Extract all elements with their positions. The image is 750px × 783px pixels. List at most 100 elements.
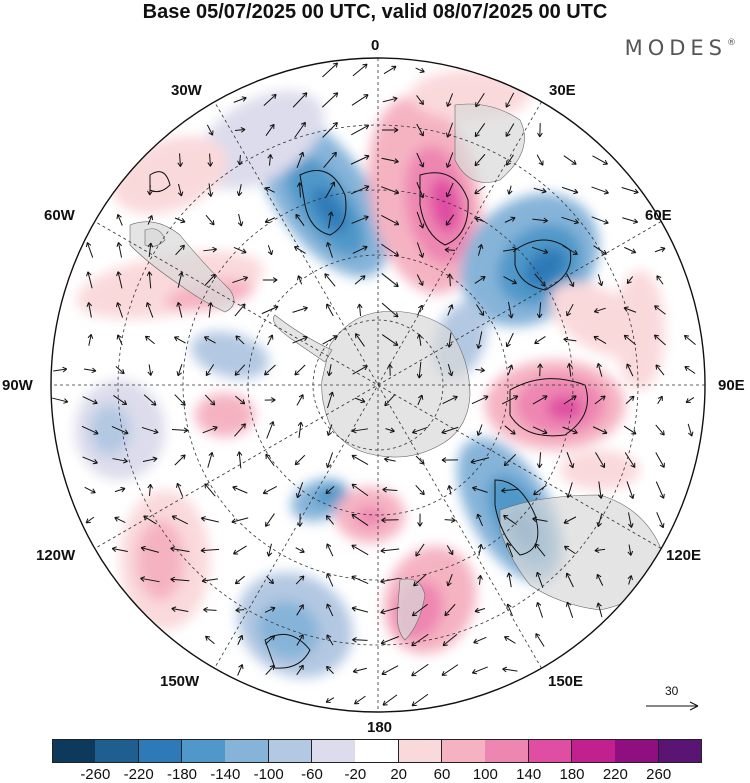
vector-shaft xyxy=(627,512,633,528)
vector-shaft xyxy=(503,453,517,467)
vector-head xyxy=(176,301,182,307)
vector-shaft xyxy=(383,65,397,75)
vector-shaft xyxy=(231,517,249,523)
vector-shaft xyxy=(474,185,486,195)
vector-head xyxy=(302,306,308,312)
wind-vector xyxy=(325,665,334,674)
wind-vector xyxy=(411,693,429,707)
wind-vector xyxy=(201,577,218,584)
wind-vector xyxy=(416,274,424,286)
wind-vector xyxy=(237,155,243,166)
vector-head xyxy=(393,158,399,164)
vector-shaft xyxy=(562,426,578,434)
vector-head xyxy=(363,94,369,100)
vector-head xyxy=(445,220,451,226)
vector-shaft xyxy=(505,123,515,137)
vector-head xyxy=(393,251,400,257)
wind-vector xyxy=(114,486,126,493)
vector-shaft xyxy=(418,334,422,346)
vector-head xyxy=(659,430,665,436)
vector-head xyxy=(684,366,690,371)
vector-shaft xyxy=(147,215,153,225)
wind-vector xyxy=(203,246,217,253)
wind-vector xyxy=(174,394,186,406)
colorbar-frame xyxy=(52,739,702,763)
vector-head xyxy=(389,427,395,433)
colorbar-swatch xyxy=(138,739,183,763)
vector-head xyxy=(505,342,511,348)
wind-vector xyxy=(383,65,397,75)
vector-shaft xyxy=(117,214,123,226)
vector-shaft xyxy=(503,248,517,252)
wind-vector xyxy=(382,694,398,706)
vector-shaft xyxy=(265,453,275,467)
wind-vector xyxy=(111,426,129,435)
wind-vector xyxy=(381,665,399,676)
wind-vector xyxy=(235,607,245,613)
wind-vector xyxy=(476,424,483,436)
wind-vector xyxy=(477,244,484,256)
vector-shaft xyxy=(351,544,369,556)
vector-shaft xyxy=(506,542,514,558)
vector-head xyxy=(572,250,578,255)
vector-head xyxy=(145,302,152,308)
vector-shaft xyxy=(475,217,485,223)
vector-shaft xyxy=(84,486,96,494)
vector-head xyxy=(445,192,451,198)
vector-shaft xyxy=(477,424,483,436)
wind-vector xyxy=(266,421,275,439)
vector-head xyxy=(122,457,128,464)
vector-head xyxy=(271,93,277,100)
wind-vector xyxy=(474,607,486,614)
wind-vector xyxy=(177,153,184,167)
wind-vector xyxy=(411,663,429,677)
vector-head xyxy=(571,159,577,165)
vector-head xyxy=(233,549,239,555)
vector-head xyxy=(241,248,247,254)
vector-shaft xyxy=(298,421,302,439)
vector-head xyxy=(505,131,511,137)
vector-shaft xyxy=(261,305,279,315)
wind-vector xyxy=(174,454,186,466)
wind-vector xyxy=(380,547,400,554)
vector-shaft xyxy=(532,426,548,434)
wind-vector xyxy=(235,335,245,345)
wind-vector xyxy=(233,246,247,254)
wind-vector xyxy=(474,123,486,138)
vector-shaft xyxy=(538,302,542,318)
vector-head xyxy=(473,638,479,644)
wind-vector xyxy=(507,301,514,319)
wind-vector xyxy=(381,157,399,164)
vector-shaft xyxy=(623,425,637,435)
wind-vector xyxy=(233,96,247,103)
wind-vector xyxy=(594,547,606,553)
wind-vector xyxy=(325,485,335,495)
vector-shaft xyxy=(351,216,369,224)
vector-shaft xyxy=(324,273,336,287)
vector-shaft xyxy=(325,485,335,495)
wind-vector xyxy=(566,363,573,377)
vector-head xyxy=(445,162,452,168)
wind-vector xyxy=(81,425,99,435)
vector-head xyxy=(176,482,182,488)
vector-head xyxy=(565,601,572,607)
wind-vector xyxy=(416,152,425,168)
vector-shaft xyxy=(415,543,425,557)
vector-head xyxy=(179,244,185,250)
vector-head xyxy=(331,151,337,157)
vector-head xyxy=(294,460,300,466)
vector-shaft xyxy=(115,365,125,375)
vector-shaft xyxy=(326,634,334,646)
wind-vector xyxy=(477,574,483,585)
wind-vectors xyxy=(52,62,696,707)
vector-head xyxy=(121,400,128,406)
wind-vector xyxy=(176,482,184,497)
wind-vector xyxy=(501,487,519,494)
vector-shaft xyxy=(533,187,547,193)
vector-head xyxy=(270,606,276,612)
vector-head xyxy=(264,186,271,192)
vector-head xyxy=(325,241,332,248)
wind-vector xyxy=(116,271,123,289)
wind-vector xyxy=(417,513,423,527)
lon-label-60e: 60E xyxy=(645,207,672,224)
